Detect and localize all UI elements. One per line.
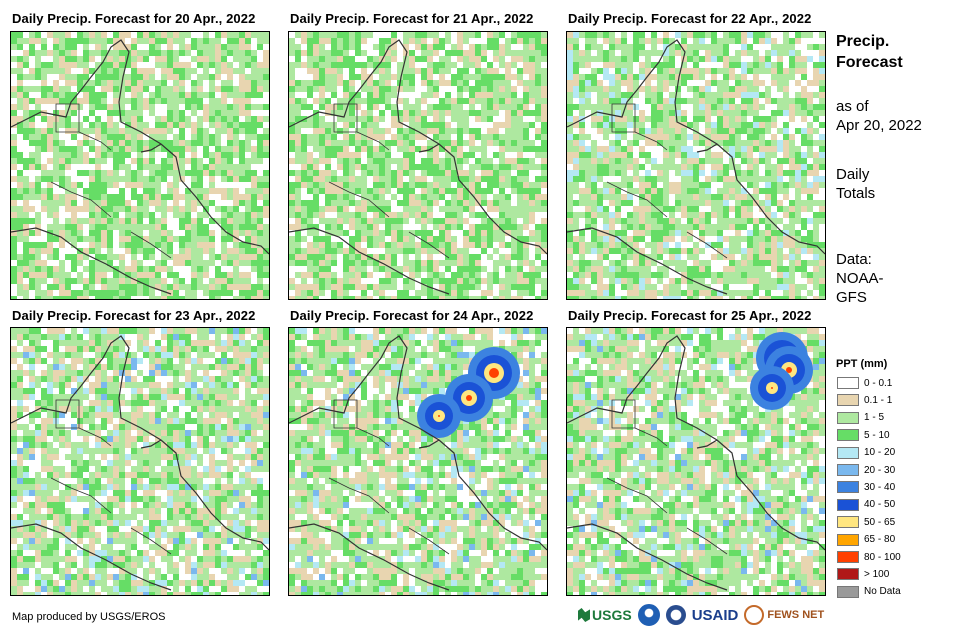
panel-title-3: Daily Precip. Forecast for 22 Apr., 2022 <box>568 11 812 26</box>
legend-swatch <box>837 568 859 581</box>
legend-title: PPT (mm) <box>836 358 888 370</box>
legend-label: 65 - 80 <box>864 534 896 546</box>
usgs-logo: USGS <box>578 607 632 623</box>
legend-swatch <box>837 464 859 476</box>
legend-item: 20 - 30 <box>837 463 895 477</box>
fews-net-logo: FEWS NET <box>744 605 824 625</box>
fews-net-logo-text: FEWS NET <box>767 609 825 621</box>
legend-item: 5 - 10 <box>837 428 890 442</box>
agency-seal-icon <box>665 605 686 625</box>
panel-title-5: Daily Precip. Forecast for 24 Apr., 2022 <box>290 308 534 323</box>
as-of-value: Apr 20, 2022 <box>836 117 922 134</box>
legend-label: 10 - 20 <box>864 447 896 459</box>
daily-totals-line1: Daily <box>836 166 870 183</box>
legend-swatch <box>837 498 859 511</box>
daily-totals-line2: Totals <box>836 185 876 202</box>
legend-label: 80 - 100 <box>864 551 901 563</box>
sidebar-heading-line1: Precip. <box>836 33 890 50</box>
legend-swatch <box>837 411 859 424</box>
sidebar-heading: Precip. Forecast <box>836 31 903 73</box>
daily-totals-note: Daily Totals <box>836 165 875 203</box>
data-source-note: Data: NOAA- GFS <box>836 250 884 307</box>
legend-label: 30 - 40 <box>864 481 896 493</box>
legend-label: 1 - 5 <box>864 412 885 424</box>
panel-title-1: Daily Precip. Forecast for 20 Apr., 2022 <box>12 11 256 26</box>
noaa-seal-icon <box>637 604 660 626</box>
usgs-mark-icon <box>578 608 590 622</box>
legend-label: > 100 <box>864 568 890 580</box>
legend-item: 65 - 80 <box>837 533 895 547</box>
legend-item: 1 - 5 <box>837 411 884 425</box>
legend-swatch <box>837 551 859 563</box>
forecast-map-2 <box>288 31 548 300</box>
legend-item: 0.1 - 1 <box>837 393 892 407</box>
legend-label: 0 - 0.1 <box>864 377 893 389</box>
legend-label: 5 - 10 <box>864 429 890 441</box>
forecast-map-4 <box>10 327 270 596</box>
panel-title-2: Daily Precip. Forecast for 21 Apr., 2022 <box>290 11 534 26</box>
sidebar-heading-line2: Forecast <box>836 54 903 71</box>
globe-icon <box>744 605 765 625</box>
as-of-date: as of Apr 20, 2022 <box>836 97 922 135</box>
panel-title-4: Daily Precip. Forecast for 23 Apr., 2022 <box>12 308 256 323</box>
legend-label: 20 - 30 <box>864 464 896 476</box>
forecast-map-5 <box>288 327 548 596</box>
legend-label: 0.1 - 1 <box>864 394 893 406</box>
as-of-label: as of <box>836 98 869 115</box>
legend-swatch <box>837 446 859 459</box>
legend-swatch <box>837 377 859 389</box>
legend-item: 40 - 50 <box>837 498 895 512</box>
legend-item: 80 - 100 <box>837 550 901 564</box>
data-source-line3: GFS <box>836 289 867 306</box>
legend-item: 0 - 0.1 <box>837 376 892 390</box>
data-source-line2: NOAA- <box>836 270 884 287</box>
legend-item: 50 - 65 <box>837 515 895 529</box>
legend-swatch <box>837 585 859 598</box>
legend-item: 10 - 20 <box>837 446 895 460</box>
forecast-map-6 <box>566 327 826 596</box>
legend-swatch <box>837 429 859 442</box>
legend-swatch <box>837 481 859 494</box>
legend-label: No Data <box>864 586 901 598</box>
legend-label: 40 - 50 <box>864 499 896 511</box>
legend-swatch <box>837 516 859 529</box>
legend-label: 50 - 65 <box>864 516 896 528</box>
usgs-logo-text: USGS <box>592 607 632 623</box>
forecast-map-3 <box>566 31 826 300</box>
legend-swatch <box>837 394 859 407</box>
credit-text: Map produced by USGS/EROS <box>12 611 166 623</box>
legend-item: No Data <box>837 585 901 599</box>
data-source-line1: Data: <box>836 251 872 268</box>
forecast-map-1 <box>10 31 270 300</box>
logo-strip: USGS USAID FEWS NET <box>578 602 824 628</box>
usaid-logo: USAID <box>691 606 739 624</box>
legend-item: > 100 <box>837 567 889 581</box>
panel-title-6: Daily Precip. Forecast for 25 Apr., 2022 <box>568 308 812 323</box>
legend-item: 30 - 40 <box>837 480 895 494</box>
legend-swatch <box>837 533 859 546</box>
